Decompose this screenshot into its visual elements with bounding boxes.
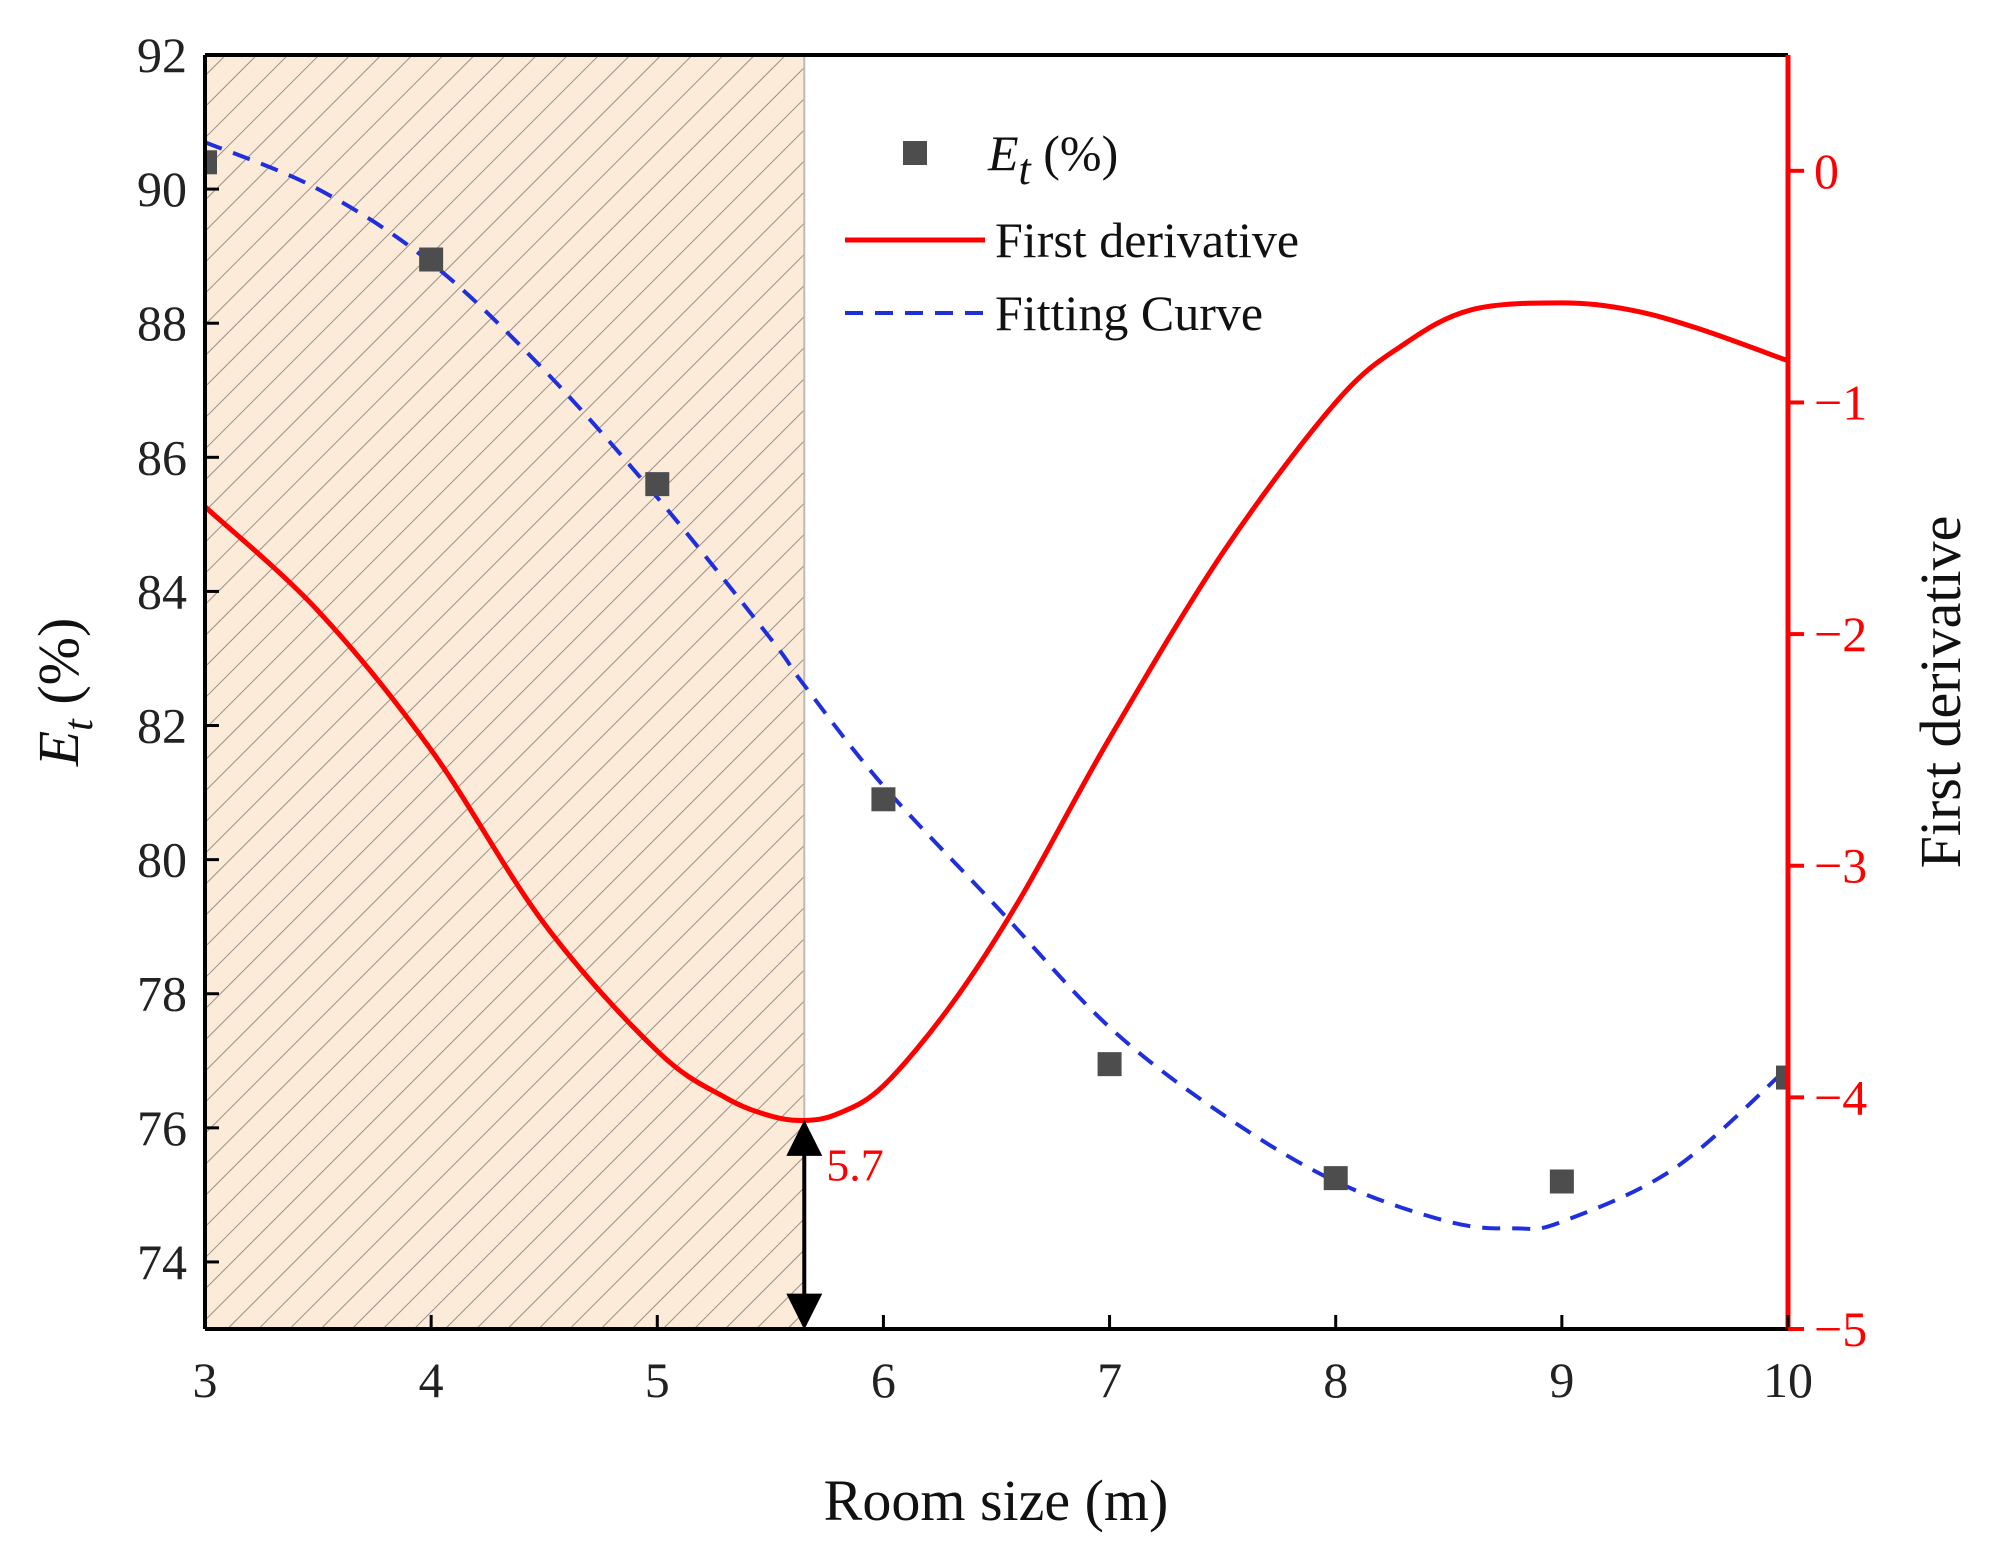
scatter-point bbox=[1776, 1065, 1788, 1090]
plot-area bbox=[205, 140, 1788, 1231]
legend-et-subscript: t bbox=[1019, 145, 1033, 194]
y-right-tick-label: −4 bbox=[1814, 1069, 1867, 1125]
x-tick-label: 7 bbox=[1097, 1352, 1122, 1408]
legend-label-et: Et (%) bbox=[987, 125, 1118, 194]
y-left-title-subscript: t bbox=[56, 718, 102, 731]
scatter-point bbox=[1097, 1052, 1122, 1077]
fitting-curve-line bbox=[205, 140, 1788, 1231]
scatter-point bbox=[645, 472, 670, 497]
x-tick-label: 9 bbox=[1549, 1352, 1574, 1408]
y-left-tick-label: 90 bbox=[137, 161, 187, 217]
annotation-label: 5.7 bbox=[826, 1140, 884, 1191]
legend: Et (%) First derivative Fitting Curve bbox=[845, 125, 1299, 341]
legend-label-fitting-curve: Fitting Curve bbox=[995, 285, 1263, 341]
x-axis-title: Room size (m) bbox=[824, 1468, 1169, 1533]
legend-label-first-derivative: First derivative bbox=[995, 212, 1299, 268]
legend-et-symbol: E bbox=[987, 125, 1019, 181]
y-left-axis-title: Et (%) bbox=[26, 618, 102, 768]
scatter-point bbox=[1549, 1169, 1574, 1194]
y-left-title-symbol: E bbox=[26, 731, 91, 767]
scatter-point bbox=[205, 150, 217, 175]
x-tick-label: 3 bbox=[193, 1352, 218, 1408]
y-left-tick-label: 86 bbox=[137, 429, 187, 485]
y-left-tick-label: 84 bbox=[137, 563, 187, 619]
x-tick-label: 10 bbox=[1763, 1352, 1813, 1408]
y-right-tick-label: −5 bbox=[1814, 1301, 1867, 1357]
y-left-tick-label: 92 bbox=[137, 27, 187, 83]
y-left-tick-label: 80 bbox=[137, 832, 187, 888]
y-left-tick-label: 78 bbox=[137, 966, 187, 1022]
y-right-tick-label: −3 bbox=[1814, 838, 1867, 894]
y-left-tick-label: 82 bbox=[137, 698, 187, 754]
scatter-point bbox=[871, 787, 896, 812]
y-left-tick-label: 88 bbox=[137, 295, 187, 351]
shaded-region bbox=[205, 55, 805, 1329]
x-tick-label: 5 bbox=[645, 1352, 670, 1408]
scatter-point bbox=[1323, 1166, 1348, 1191]
legend-et-suffix: (%) bbox=[1031, 125, 1118, 181]
y-left-tick-label: 74 bbox=[137, 1234, 187, 1290]
x-tick-label: 4 bbox=[419, 1352, 444, 1408]
y-right-tick-label: −1 bbox=[1814, 374, 1867, 430]
legend-marker-et bbox=[903, 141, 927, 165]
scatter-point bbox=[419, 247, 444, 272]
y-right-tick-label: −2 bbox=[1814, 606, 1867, 662]
y-left-tick-label: 76 bbox=[137, 1100, 187, 1156]
x-tick-label: 6 bbox=[871, 1352, 896, 1408]
y-right-axis-title: First derivative bbox=[1908, 516, 1973, 869]
x-tick-label: 8 bbox=[1323, 1352, 1348, 1408]
first-derivative-line bbox=[205, 300, 1788, 1124]
y-right-tick-label: 0 bbox=[1814, 143, 1839, 199]
y-left-title-unit: (%) bbox=[26, 618, 91, 719]
